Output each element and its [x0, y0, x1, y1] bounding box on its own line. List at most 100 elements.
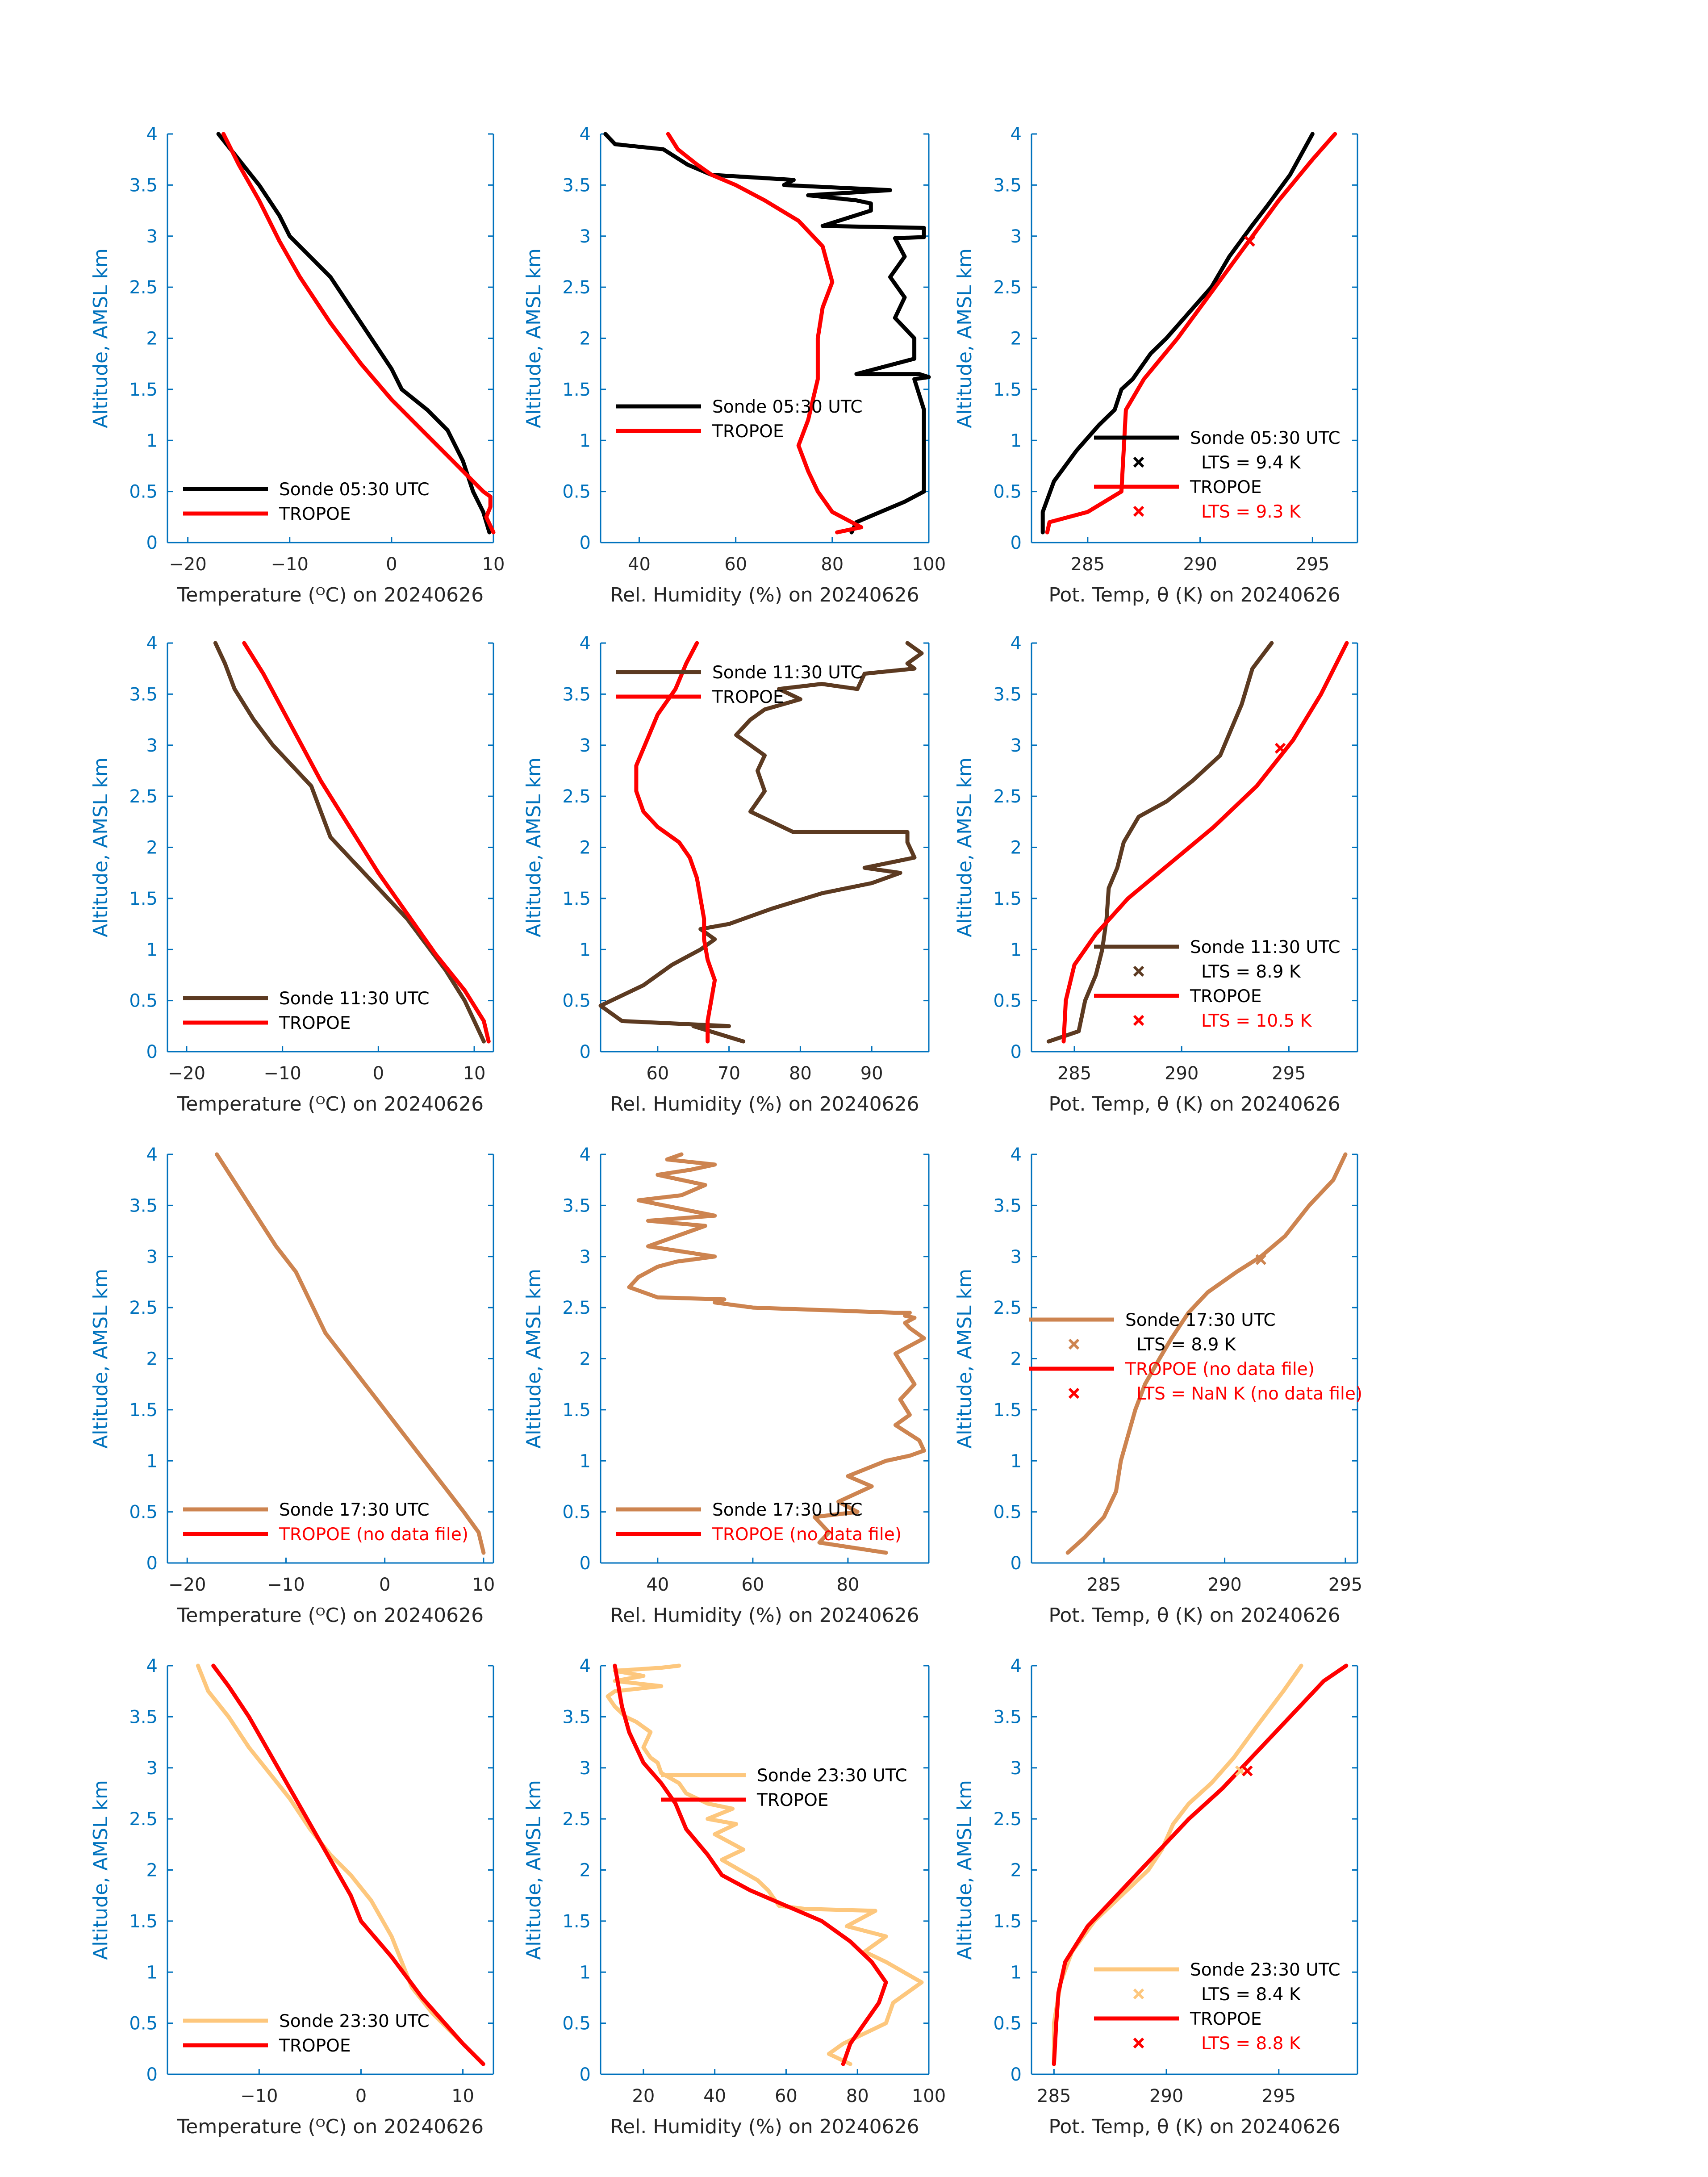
x-tick-label: 80 — [846, 2086, 869, 2106]
x-tick-label: 0 — [355, 2086, 367, 2106]
x-tick-label: 40 — [628, 554, 651, 575]
x-tick-label: 295 — [1328, 1575, 1362, 1595]
lts-marker — [1274, 743, 1286, 754]
y-tick-label: 1.5 — [993, 380, 1022, 400]
y-tick-label: 0.5 — [562, 991, 591, 1011]
legend: Sonde 17:30 UTC TROPOE (no data file) — [616, 1500, 902, 1545]
y-tick-label: 2.5 — [993, 1809, 1022, 1830]
y-tick-label: 0 — [146, 533, 158, 553]
y-tick-label: 4 — [146, 124, 158, 145]
y-axis-label: Altitude, AMSL km — [89, 1780, 112, 1960]
x-tick-label: 0 — [373, 1063, 384, 1084]
legend: Sonde 05:30 UTC TROPOE — [616, 397, 863, 442]
x-tick-label: −10 — [263, 1063, 301, 1084]
y-tick-label: 3.5 — [993, 1195, 1022, 1216]
legend: Sonde 05:30 UTC LTS = 9.4 K TROPOE LTS = 9.… — [1094, 428, 1341, 522]
y-tick-label: 2.5 — [562, 1809, 591, 1830]
legend: Sonde 11:30 UTC TROPOE — [616, 663, 863, 707]
legend: Sonde 23:30 UTC TROPOE — [661, 1766, 907, 1810]
panel-0-0: 0 0.5 1 1.5 2 2.5 3 3.5 4 −20 −10 0 10 Temperature (ᴼ… — [89, 124, 505, 606]
legend-label: TROPOE — [712, 422, 784, 442]
legend-label: LTS = NaN K (no data file) — [1136, 1384, 1362, 1404]
y-tick-label: 1.5 — [562, 1400, 591, 1421]
series-line-1 — [1052, 1663, 1349, 2066]
y-tick-label: 0 — [580, 1042, 591, 1062]
legend-label: TROPOE (no data file) — [279, 1525, 468, 1545]
legend-label: Sonde 23:30 UTC — [757, 1766, 907, 1786]
y-tick-label: 3 — [1011, 735, 1022, 756]
y-tick-label: 0.5 — [993, 1502, 1022, 1523]
legend-marker — [1133, 965, 1144, 977]
y-tick-label: 1 — [580, 1962, 591, 1983]
panel-0-2: 0 0.5 1 1.5 2 2.5 3 3.5 4 285 290 295 Pot. Temp, θ (… — [953, 124, 1358, 606]
x-axis-label: Rel. Humidity (%) on 20240626 — [610, 1604, 919, 1627]
y-tick-label: 2 — [146, 1860, 158, 1881]
legend: Sonde 11:30 UTC LTS = 8.9 K TROPOE LTS = 10… — [1094, 937, 1341, 1031]
x-tick-label: 10 — [482, 554, 505, 575]
y-tick-label: 4 — [146, 633, 158, 654]
legend-label: TROPOE — [756, 1790, 828, 1810]
x-axis-label: Pot. Temp, θ (K) on 20240626 — [1048, 584, 1340, 606]
series-line-1 — [666, 132, 864, 535]
y-tick-label: 2 — [146, 329, 158, 349]
panel-2-1: 0 0.5 1 1.5 2 2.5 3 3.5 4 40 60 80 Rel. Humidity (%)… — [522, 1145, 930, 1627]
y-tick-label: 1 — [146, 940, 158, 960]
y-tick-label: 1.5 — [129, 1400, 158, 1421]
series-line-0 — [1040, 132, 1315, 535]
y-axis-label: Altitude, AMSL km — [953, 1780, 976, 1960]
y-tick-label: 1.5 — [993, 1911, 1022, 1932]
x-tick-label: 100 — [912, 554, 946, 575]
y-axis-label: Altitude, AMSL km — [89, 1269, 112, 1449]
y-axis-label: Altitude, AMSL km — [953, 757, 976, 937]
y-tick-label: 1 — [1011, 430, 1022, 451]
y-tick-label: 1.5 — [993, 889, 1022, 909]
y-axis-label: Altitude, AMSL km — [522, 1780, 545, 1960]
y-tick-label: 1 — [1011, 940, 1022, 960]
y-tick-label: 1 — [1011, 1451, 1022, 1471]
series-line-0 — [196, 1663, 485, 2066]
legend-label: TROPOE — [279, 1013, 351, 1033]
x-tick-label: 10 — [451, 2086, 474, 2106]
legend-label: Sonde 17:30 UTC — [1125, 1310, 1276, 1330]
x-tick-label: 100 — [912, 2086, 946, 2106]
x-axis-label: Rel. Humidity (%) on 20240626 — [610, 2115, 919, 2138]
legend-marker — [1133, 506, 1144, 517]
x-axis-label: Temperature (ᴼC) on 20240626 — [177, 1604, 484, 1627]
legend: Sonde 23:30 UTC LTS = 8.4 K TROPOE LTS = 8.… — [1094, 1960, 1341, 2054]
x-axis-label: Rel. Humidity (%) on 20240626 — [610, 1093, 919, 1116]
legend-label: Sonde 05:30 UTC — [279, 480, 430, 500]
y-tick-label: 0 — [580, 2064, 591, 2085]
panel-3-1: 0 0.5 1 1.5 2 2.5 3 3.5 4 20 40 60 80 100 Rel. Humidit… — [522, 1656, 946, 2138]
y-tick-label: 0 — [1011, 533, 1022, 553]
y-tick-label: 2 — [1011, 1860, 1022, 1881]
y-tick-label: 1 — [580, 430, 591, 451]
y-tick-label: 4 — [580, 1656, 591, 1676]
x-tick-label: 60 — [741, 1575, 764, 1595]
y-tick-label: 3 — [146, 226, 158, 247]
legend-label: LTS = 8.8 K — [1201, 2034, 1301, 2054]
y-tick-label: 3 — [1011, 1758, 1022, 1779]
legend-marker — [1068, 1387, 1080, 1399]
y-tick-label: 0.5 — [562, 1502, 591, 1523]
legend: Sonde 17:30 UTC LTS = 8.9 K TROPOE (no dat… — [1029, 1310, 1362, 1404]
x-tick-label: 285 — [1057, 1063, 1091, 1084]
legend-marker — [1133, 456, 1144, 468]
y-tick-label: 4 — [146, 1145, 158, 1165]
x-tick-label: −20 — [168, 1575, 206, 1595]
legend-label: Sonde 23:30 UTC — [279, 2011, 430, 2031]
y-tick-label: 1.5 — [993, 1400, 1022, 1421]
y-tick-label: 1.5 — [562, 380, 591, 400]
y-tick-label: 2 — [1011, 1349, 1022, 1370]
y-tick-label: 0 — [580, 533, 591, 553]
y-tick-label: 4 — [580, 124, 591, 145]
y-tick-label: 2 — [146, 1349, 158, 1370]
y-tick-label: 2 — [1011, 329, 1022, 349]
x-tick-label: 0 — [379, 1575, 390, 1595]
y-axis-label: Altitude, AMSL km — [953, 1269, 976, 1449]
panel-1-0: 0 0.5 1 1.5 2 2.5 3 3.5 4 −20 −10 0 10 Temperature (ᴼ… — [89, 633, 494, 1116]
y-tick-label: 0 — [580, 1553, 591, 1574]
y-tick-label: 0 — [146, 1042, 158, 1062]
y-tick-label: 4 — [580, 1145, 591, 1165]
series-line-0 — [1065, 1152, 1348, 1555]
panel-2-0: 0 0.5 1 1.5 2 2.5 3 3.5 4 −20 −10 0 10 Temperature (ᴼ… — [89, 1145, 495, 1627]
